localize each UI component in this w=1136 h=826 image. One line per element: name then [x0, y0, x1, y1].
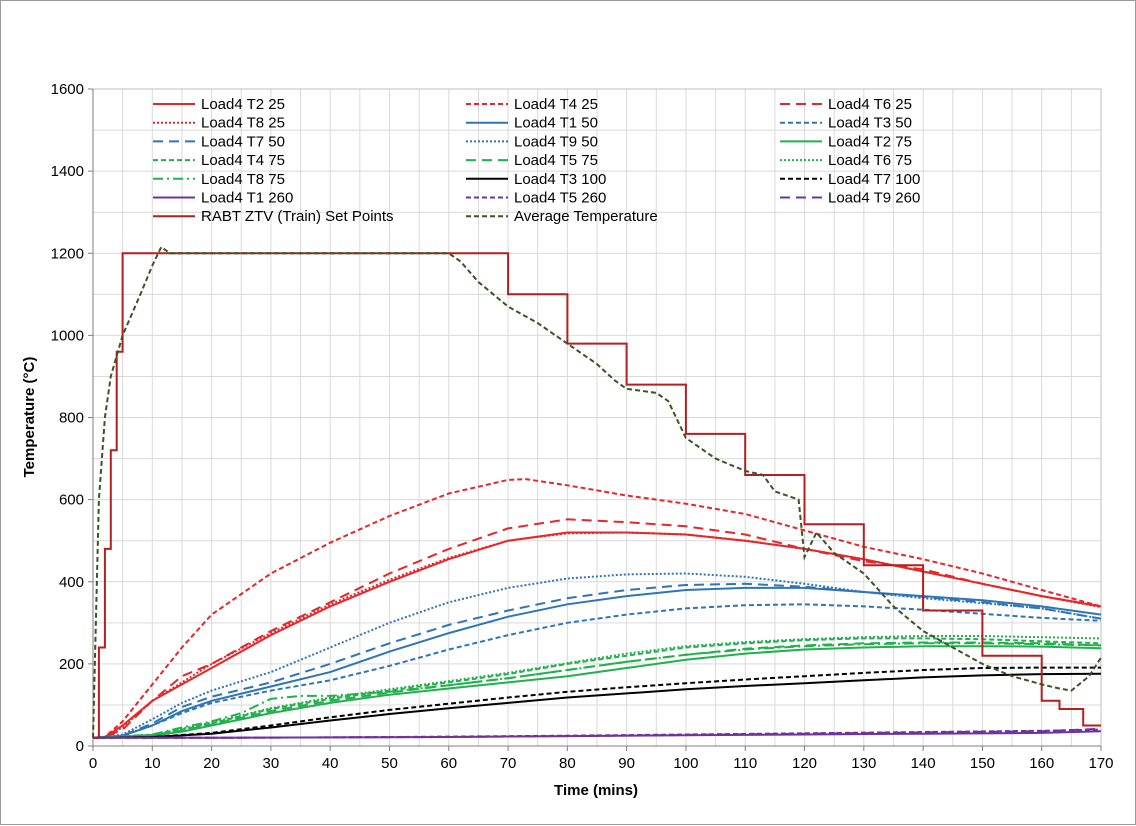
- y-tick-label: 600: [59, 492, 84, 509]
- series-line: [92, 586, 1102, 739]
- y-tick-label: 1400: [51, 163, 84, 180]
- x-tick-label: 50: [381, 755, 398, 772]
- gridlines: [92, 88, 1102, 747]
- legend-label: Load4 T5 260: [514, 190, 606, 207]
- legend-label: Load4 T2 75: [828, 133, 912, 150]
- x-tick-label: 70: [500, 755, 517, 772]
- series-line: [93, 252, 1101, 739]
- legend-label: Load4 T7 100: [828, 171, 920, 188]
- legend-label: Average Temperature: [514, 208, 658, 225]
- legend-label: Load4 T1 50: [514, 115, 598, 132]
- legend-label: Load4 T6 25: [828, 96, 912, 113]
- y-tick-label: 200: [59, 656, 84, 673]
- legend-label: Load4 T7 50: [201, 133, 285, 150]
- legend-label: Load4 T3 50: [828, 115, 912, 132]
- y-tick-label: 1000: [51, 327, 84, 344]
- series-line: [93, 727, 1102, 739]
- x-tick-label: 100: [673, 755, 698, 772]
- legend-label: Load4 T4 75: [201, 152, 285, 169]
- y-tick-label: 0: [76, 738, 84, 755]
- y-tick-label: 400: [59, 574, 84, 591]
- legend-label: Load4 T5 75: [514, 152, 598, 169]
- x-tick-label: 20: [203, 755, 220, 772]
- x-tick-label: 160: [1029, 755, 1054, 772]
- tick-labels: 0 10 20 30 40 50 60 70 80 90 100 110 120 130 140 150 160…: [51, 81, 1114, 772]
- legend-label: RABT ZTV (Train) Set Points: [201, 208, 394, 225]
- x-tick-label: 170: [1088, 755, 1113, 772]
- x-axis-title: Time (mins): [554, 782, 638, 799]
- x-tick-label: 60: [440, 755, 457, 772]
- series-line: [92, 603, 1102, 739]
- legend-label: Load4 T9 50: [514, 133, 598, 150]
- series-line: [92, 245, 1102, 738]
- x-tick-label: 40: [322, 755, 339, 772]
- x-tick-label: 0: [89, 755, 97, 772]
- series-line: [92, 582, 1102, 739]
- x-tick-label: 90: [618, 755, 635, 772]
- series-line: [92, 642, 1102, 739]
- legend-label: Load4 T8 25: [201, 115, 285, 132]
- legend-label: Load4 T9 260: [828, 190, 920, 207]
- x-tick-label: 150: [970, 755, 995, 772]
- legend-label: Load4 T2 25: [201, 96, 285, 113]
- x-tick-label: 10: [144, 755, 161, 772]
- series-line: [92, 672, 1102, 739]
- y-axis-title: Temperature (°C): [21, 357, 38, 478]
- series-line: [92, 635, 1102, 739]
- x-tick-label: 30: [263, 755, 280, 772]
- y-tick-label: 800: [59, 410, 84, 427]
- x-tick-label: 120: [792, 755, 817, 772]
- y-tick-label: 1600: [51, 81, 84, 98]
- legend-label: Load4 T4 25: [514, 96, 598, 113]
- legend-label: Load4 T8 75: [201, 171, 285, 188]
- series-line: [92, 666, 1101, 739]
- legend-label: Load4 T3 100: [514, 171, 606, 188]
- x-tick-label: 80: [559, 755, 576, 772]
- x-tick-label: 110: [733, 755, 757, 772]
- legend-label: Load4 T1 260: [201, 190, 293, 207]
- series-line: [92, 478, 1102, 739]
- series-lines: [92, 245, 1102, 739]
- x-tick-label: 130: [851, 755, 876, 772]
- legend: Load4 T2 25 Load4 T4 25 Load4 T6 25 Load4 T…: [153, 96, 920, 225]
- x-tick-label: 140: [911, 755, 936, 772]
- legend-label: Load4 T6 75: [828, 152, 912, 169]
- series-line: [92, 641, 1102, 739]
- series-line: [92, 572, 1102, 739]
- y-tick-label: 1200: [51, 245, 84, 262]
